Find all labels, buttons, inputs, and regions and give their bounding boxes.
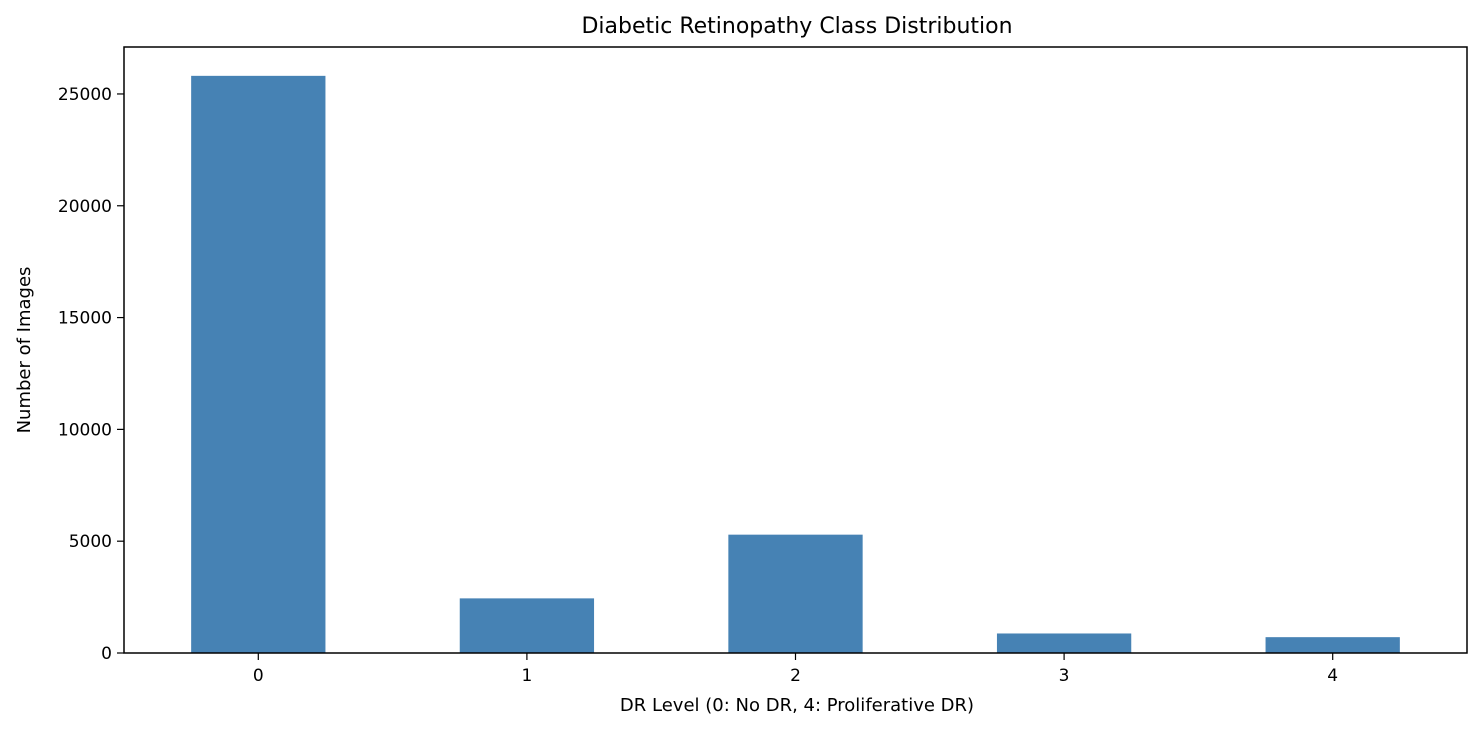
x-tick-label: 4 <box>1327 666 1338 686</box>
x-tick-label: 2 <box>790 666 801 686</box>
x-tick-label: 0 <box>253 666 264 686</box>
y-axis-ticks: 0 5000 10000 15000 20000 25000 <box>58 85 124 664</box>
x-tick-label: 1 <box>521 666 532 686</box>
x-axis-label: DR Level (0: No DR, 4: Proliferative DR) <box>620 695 974 716</box>
y-tick-label: 25000 <box>58 85 112 105</box>
x-axis-ticks: 0 1 2 3 4 <box>253 653 1338 686</box>
y-tick-label: 0 <box>101 644 112 664</box>
bar-dr-level-0 <box>191 75 326 653</box>
y-tick-label: 15000 <box>58 309 112 329</box>
bar-dr-level-2 <box>728 534 863 653</box>
bar-dr-level-3 <box>996 633 1132 653</box>
y-tick-label: 10000 <box>58 420 112 440</box>
chart-title: Diabetic Retinopathy Class Distribution <box>581 14 1012 39</box>
y-tick-label: 5000 <box>69 532 112 552</box>
bars-layer <box>191 75 1400 653</box>
y-axis-label: Number of Images <box>14 267 35 434</box>
y-tick-label: 20000 <box>58 197 112 217</box>
x-tick-label: 3 <box>1059 666 1070 686</box>
bar-dr-level-1 <box>459 598 595 653</box>
bar-dr-level-4 <box>1265 637 1400 653</box>
